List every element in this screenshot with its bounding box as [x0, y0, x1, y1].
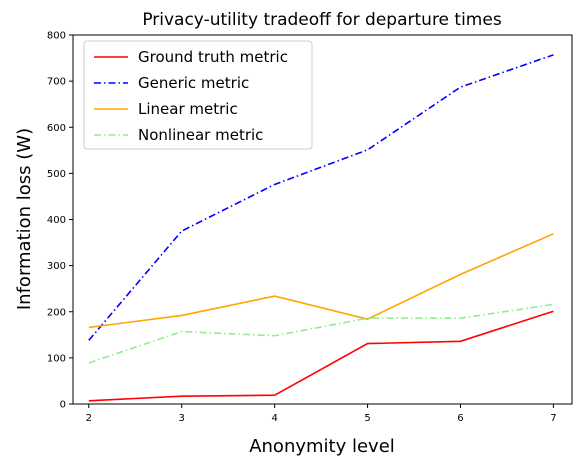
y-axis: 0 100 200 300 400 500 600 700 800 — [47, 31, 73, 411]
x-axis: 2 3 4 5 6 7 — [86, 404, 557, 424]
y-tick-label: 200 — [47, 307, 66, 318]
legend-label: Ground truth metric — [138, 48, 288, 66]
x-tick-label: 7 — [550, 413, 556, 424]
x-tick-label: 3 — [179, 413, 185, 424]
y-axis-title: Information loss (W) — [14, 128, 35, 310]
legend-label: Generic metric — [138, 74, 249, 92]
y-tick-label: 500 — [47, 169, 66, 180]
y-tick-label: 100 — [47, 353, 66, 364]
y-tick-label: 800 — [47, 31, 66, 42]
chart-title: Privacy-utility tradeoff for departure t… — [142, 10, 502, 30]
x-tick-label: 5 — [364, 413, 370, 424]
series-line — [88, 310, 554, 402]
series-line — [88, 54, 554, 341]
y-tick-label: 0 — [60, 400, 66, 411]
x-tick-label: 4 — [271, 413, 277, 424]
x-axis-title: Anonymity level — [249, 436, 395, 457]
series-line — [88, 233, 554, 329]
series-line — [88, 303, 554, 364]
legend-label: Linear metric — [138, 100, 238, 118]
y-tick-label: 300 — [47, 261, 66, 272]
y-tick-label: 400 — [47, 215, 66, 226]
legend-label: Nonlinear metric — [138, 126, 263, 144]
legend-box — [83, 40, 313, 150]
y-tick-label: 600 — [47, 123, 66, 134]
y-tick-label: 700 — [47, 77, 66, 88]
series-layer — [88, 54, 554, 402]
x-tick-label: 6 — [457, 413, 463, 424]
legend: Ground truth metric Generic metric Linear … — [83, 40, 313, 150]
x-tick-label: 2 — [86, 413, 92, 424]
plot-frame — [72, 34, 573, 405]
